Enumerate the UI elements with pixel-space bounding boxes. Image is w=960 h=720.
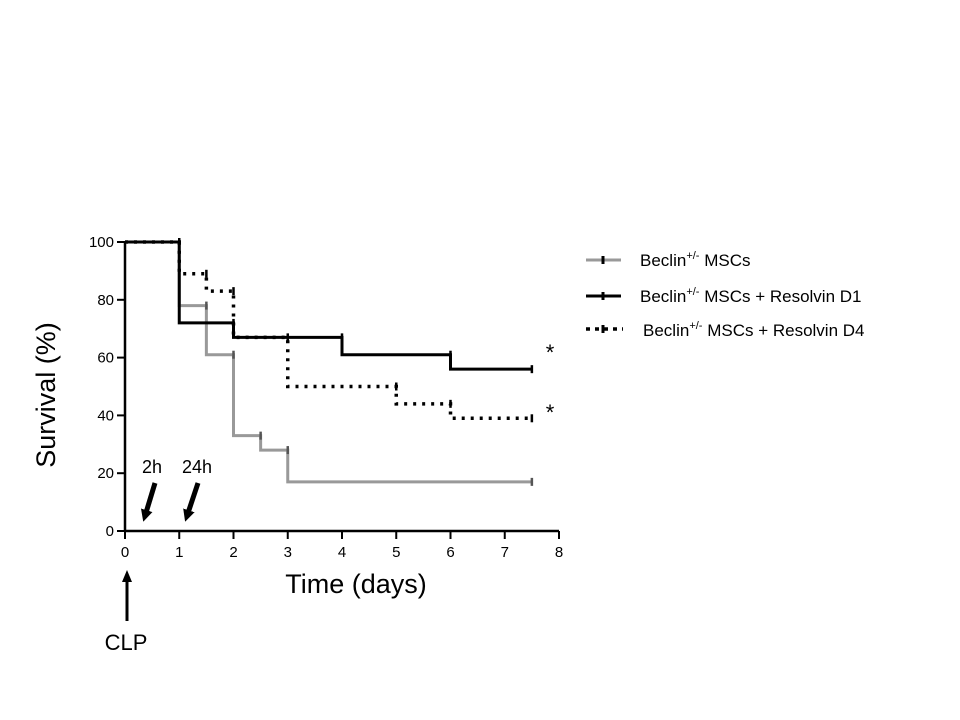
y-tick-label: 0 — [106, 523, 114, 540]
x-tick-label: 0 — [121, 544, 129, 561]
legend-label-base: Beclin — [640, 287, 686, 306]
annotation-24h: 24h — [182, 457, 212, 477]
legend-label-rest: MSCs — [699, 251, 750, 270]
legend-label-rest: MSCs + Resolvin D4 — [702, 321, 864, 340]
x-tick-label: 4 — [338, 544, 346, 561]
annotation-2h-arrow — [140, 482, 158, 522]
legend-label-sup: +/- — [686, 250, 699, 262]
clp-arrowhead — [122, 570, 132, 582]
x-axis-ticks: 0 1 2 3 4 5 6 7 8 — [121, 531, 563, 561]
series-line-0 — [125, 240, 532, 484]
y-tick-label: 20 — [97, 465, 114, 482]
svg-text:Beclin+/- MSCs + Resolvin D1: Beclin+/- MSCs + Resolvin D1 — [640, 286, 862, 306]
series-line-1 — [125, 240, 532, 371]
x-tick-label: 1 — [175, 544, 183, 561]
x-axis-label: Time (days) — [285, 569, 427, 599]
y-tick-label: 80 — [97, 292, 114, 309]
svg-text:Beclin+/- MSCs: Beclin+/- MSCs — [640, 250, 750, 270]
legend-item-beclin-mscs: Beclin+/- MSCs — [586, 250, 750, 270]
legend-label-sup: +/- — [689, 320, 702, 332]
x-tick-label: 3 — [284, 544, 292, 561]
x-tick-label: 5 — [392, 544, 400, 561]
annotation-24h-arrow — [183, 482, 201, 522]
legend-label-base: Beclin — [643, 321, 689, 340]
significance-marker-d1: * — [546, 340, 555, 365]
legend-label-base: Beclin — [640, 251, 686, 270]
legend-item-resolvin-d1: Beclin+/- MSCs + Resolvin D1 — [586, 286, 862, 306]
y-axis-ticks: 0 20 40 60 80 100 — [89, 234, 125, 540]
series-line-2 — [125, 240, 532, 421]
significance-marker-d4: * — [546, 400, 555, 425]
x-tick-label: 7 — [501, 544, 509, 561]
legend-label-sup: +/- — [686, 286, 699, 298]
legend-item-resolvin-d4: Beclin+/- MSCs + Resolvin D4 — [586, 320, 865, 340]
legend-label-rest: MSCs + Resolvin D1 — [699, 287, 861, 306]
series-layer — [125, 238, 534, 486]
y-tick-label: 60 — [97, 350, 114, 367]
y-axis-label: Survival (%) — [31, 322, 61, 468]
x-tick-label: 2 — [229, 544, 237, 561]
y-tick-label: 40 — [97, 407, 114, 424]
clp-label: CLP — [105, 630, 148, 655]
x-tick-label: 6 — [446, 544, 454, 561]
x-tick-label: 8 — [555, 544, 563, 561]
svg-text:Beclin+/- MSCs + Resolvin D4: Beclin+/- MSCs + Resolvin D4 — [643, 320, 865, 340]
y-tick-label: 100 — [89, 234, 114, 251]
legend: Beclin+/- MSCs Beclin+/- MSCs + Resolvin… — [586, 250, 865, 340]
annotation-2h: 2h — [142, 457, 162, 477]
